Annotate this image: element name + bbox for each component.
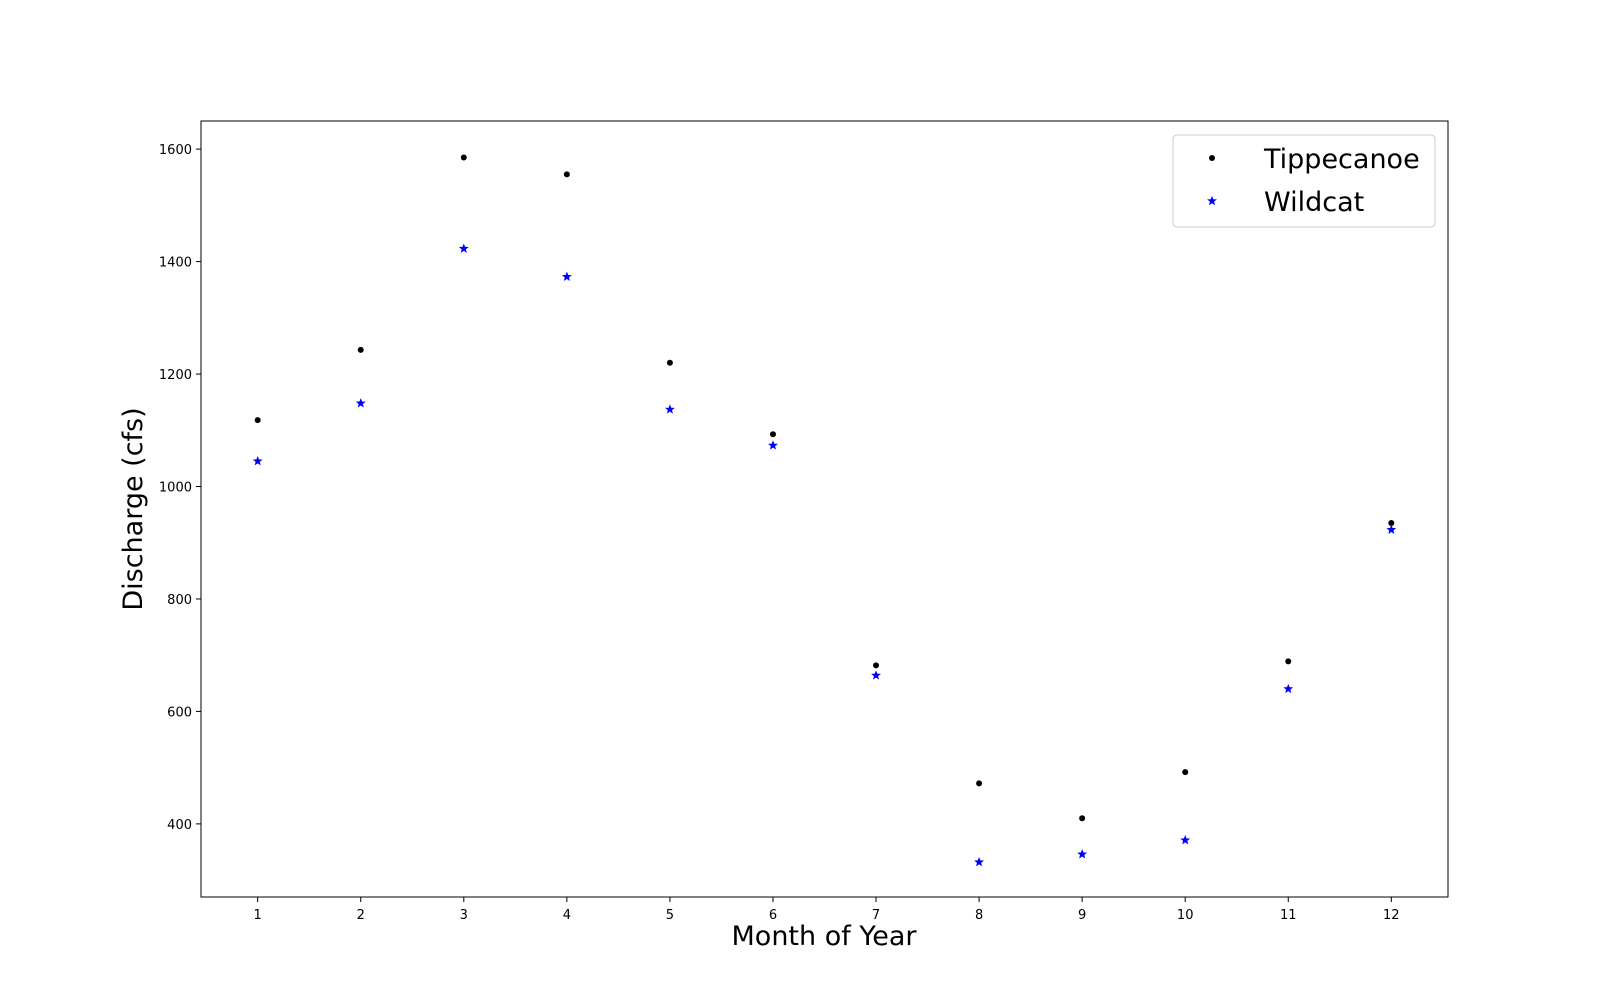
wildcat-point [355, 398, 366, 408]
y-tick-label: 1600 [159, 143, 192, 158]
data-points [252, 154, 1397, 867]
tippecanoe-point [769, 431, 776, 438]
wildcat-point [974, 856, 985, 867]
tippecanoe-point [976, 780, 983, 787]
wildcat-point [1077, 849, 1088, 859]
wildcat-point [252, 456, 263, 466]
wildcat-point [871, 670, 881, 680]
wildcat-point [768, 440, 778, 450]
x-tick-label: 2 [357, 908, 365, 923]
x-tick-label: 6 [769, 908, 777, 923]
wildcat-point [1180, 835, 1191, 845]
y-tick-label: 400 [167, 818, 192, 833]
series-tippecanoe [254, 154, 1395, 822]
x-tick-label: 7 [872, 908, 880, 923]
x-tick-label: 3 [460, 908, 468, 923]
x-tick-label: 10 [1177, 908, 1194, 923]
wildcat-point [458, 243, 469, 253]
legend-label-tippecanoe: Tippecanoe [1263, 144, 1420, 175]
y-tick-label: 1400 [159, 256, 192, 271]
wildcat-point [664, 404, 675, 414]
wildcat-point [1283, 683, 1294, 694]
tippecanoe-point [873, 662, 880, 669]
y-axis-label: Discharge (cfs) [118, 407, 149, 610]
tippecanoe-point [460, 154, 467, 161]
tippecanoe-point [666, 359, 673, 366]
x-tick-label: 11 [1280, 908, 1297, 923]
y-tick-label: 600 [167, 705, 192, 720]
legend-label-wildcat: Wildcat [1264, 187, 1364, 218]
tippecanoe-point [1079, 815, 1086, 822]
x-tick-label: 12 [1383, 908, 1400, 923]
series-wildcat [252, 243, 1397, 867]
x-tick-label: 4 [563, 908, 571, 923]
y-tick-label: 1000 [159, 481, 192, 496]
tippecanoe-point [254, 417, 261, 424]
y-axis-ticks: 400 600 800 1000 1200 1400 1600 [159, 143, 201, 833]
tippecanoe-point [357, 346, 364, 353]
legend-marker-tippecanoe [1209, 155, 1215, 161]
y-tick-label: 1200 [159, 368, 192, 383]
x-tick-label: 1 [254, 908, 262, 923]
plot-area [200, 120, 1449, 898]
x-tick-label: 8 [975, 908, 983, 923]
x-axis-ticks: 1 2 3 4 5 6 7 8 9 10 11 12 [254, 897, 1400, 923]
tippecanoe-point [1388, 520, 1395, 527]
x-tick-label: 9 [1078, 908, 1086, 923]
tippecanoe-point [563, 171, 570, 178]
y-tick-label: 800 [167, 593, 192, 608]
tippecanoe-point [1285, 658, 1292, 665]
wildcat-point [1386, 524, 1397, 535]
legend: Tippecanoe Wildcat [1172, 134, 1436, 228]
legend-marker-wildcat [1207, 195, 1217, 206]
tippecanoe-point [1182, 769, 1189, 776]
x-tick-label: 5 [666, 908, 674, 923]
wildcat-point [561, 271, 572, 281]
legend-box [1172, 134, 1436, 228]
x-axis-label: Month of Year [732, 921, 918, 952]
